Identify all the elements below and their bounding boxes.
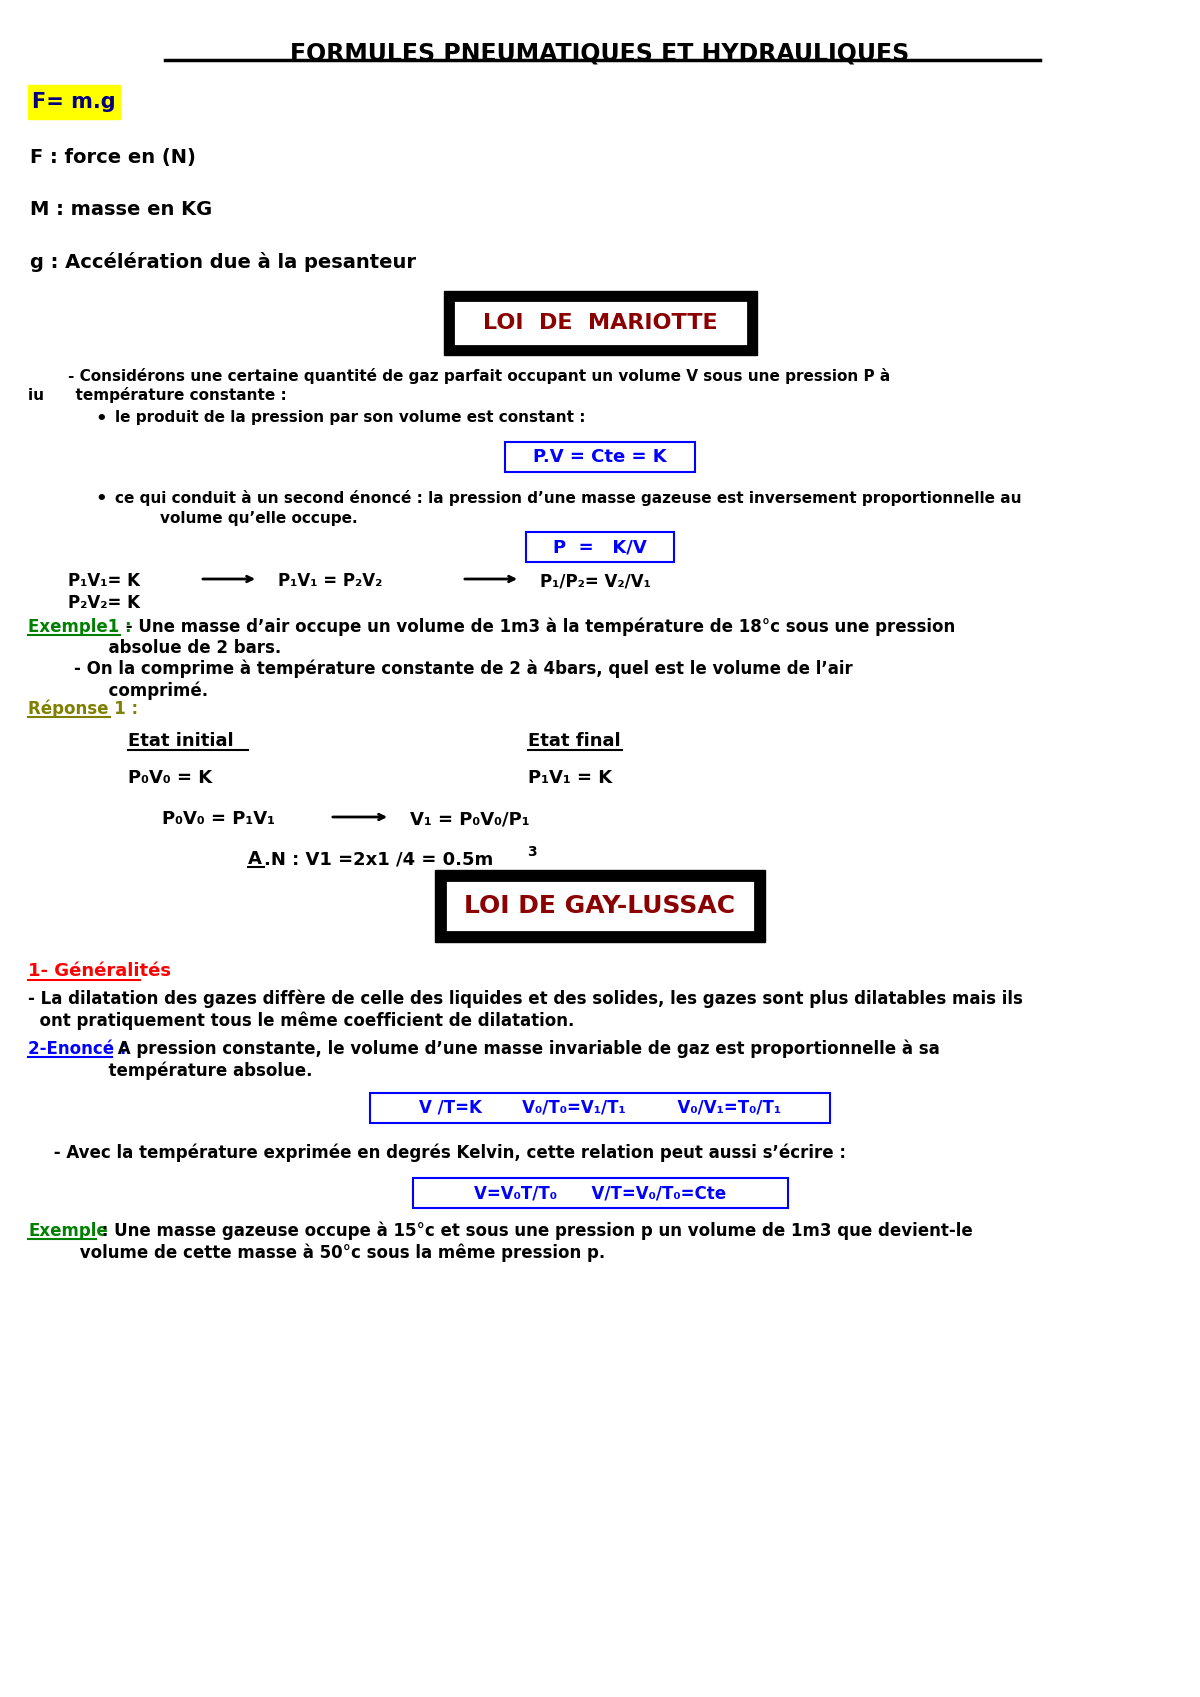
Bar [505,441,695,472]
Text: g : Accélération due à la pesanteur: g : Accélération due à la pesanteur [30,251,416,272]
Text: LOI  DE  MARIOTTE: LOI DE MARIOTTE [482,312,718,333]
Text: M : masse en KG: M : masse en KG [30,200,212,219]
Text: ont pratiquement tous le même coefficient de dilatation.: ont pratiquement tous le même coefficien… [28,1011,575,1030]
Text: LOI DE GAY-LUSSAC: LOI DE GAY-LUSSAC [464,894,736,918]
Text: F : force en (N): F : force en (N) [30,148,196,166]
Text: V₁ = P₀V₀/P₁: V₁ = P₀V₀/P₁ [410,809,529,828]
Text: le produit de la pression par son volume est constant :: le produit de la pression par son volume… [115,411,586,424]
Text: volume qu’elle occupe.: volume qu’elle occupe. [160,511,358,526]
Text: V=V₀T/T₀      V/T=V₀/T₀=Cte: V=V₀T/T₀ V/T=V₀/T₀=Cte [474,1185,726,1201]
Text: Réponse 1 :: Réponse 1 : [28,699,138,718]
Text: - La dilatation des gazes diffère de celle des liquides et des solides, les gaze: - La dilatation des gazes diffère de cel… [28,989,1022,1008]
Text: A: A [248,850,262,867]
Text: : Une masse gazeuse occupe à 15°c et sous une pression p un volume de 1m3 que de: : Une masse gazeuse occupe à 15°c et sou… [96,1222,973,1241]
Text: ce qui conduit à un second énoncé : la pression d’une masse gazeuse est inversem: ce qui conduit à un second énoncé : la p… [115,490,1021,506]
Text: P.V = Cte = K: P.V = Cte = K [533,448,667,467]
Text: iu      température constante :: iu température constante : [28,387,287,402]
Text: - Une masse d’air occupe un volume de 1m3 à la température de 18°c sous une pres: - Une masse d’air occupe un volume de 1m… [120,618,955,636]
Text: 1- Généralités: 1- Généralités [28,962,172,979]
Text: .N : V1 =2x1 /4 = 0.5m: .N : V1 =2x1 /4 = 0.5m [264,850,493,867]
Text: FORMULES PNEUMATIQUES ET HYDRAULIQUES: FORMULES PNEUMATIQUES ET HYDRAULIQUES [290,42,910,66]
Text: P  =   K/V: P = K/V [553,538,647,557]
Text: P₁V₁= K: P₁V₁= K [68,572,140,591]
Text: P₁V₁ = K: P₁V₁ = K [528,769,612,787]
Text: Exemple1 :: Exemple1 : [28,618,132,636]
Text: - Avec la température exprimée en degrés Kelvin, cette relation peut aussi s’écr: - Avec la température exprimée en degrés… [48,1144,846,1161]
Bar [28,85,120,119]
Bar [445,881,755,932]
Bar [436,871,766,942]
Bar [526,531,674,562]
Text: •: • [95,411,107,428]
Text: 2-Enoncé :: 2-Enoncé : [28,1040,126,1057]
Text: volume de cette masse à 50°c sous la même pression p.: volume de cette masse à 50°c sous la mêm… [28,1242,605,1261]
Text: Etat final: Etat final [528,731,620,750]
Text: Etat initial: Etat initial [128,731,234,750]
Text: 3: 3 [527,845,536,859]
Text: - On la comprime à température constante de 2 à 4bars, quel est le volume de l’a: - On la comprime à température constante… [28,660,853,679]
Text: - Considérons une certaine quantité de gaz parfait occupant un volume V sous une: - Considérons une certaine quantité de g… [68,368,890,384]
Bar [452,300,748,346]
Text: P₀V₀ = P₁V₁: P₀V₀ = P₁V₁ [162,809,275,828]
Text: P₀V₀ = K: P₀V₀ = K [128,769,212,787]
Text: absolue de 2 bars.: absolue de 2 bars. [28,640,281,657]
Text: •: • [95,490,107,507]
Text: V /T=K       V₀/T₀=V₁/T₁         V₀/V₁=T₀/T₁: V /T=K V₀/T₀=V₁/T₁ V₀/V₁=T₀/T₁ [419,1100,781,1117]
Text: A pression constante, le volume d’une masse invariable de gaz est proportionnell: A pression constante, le volume d’une ma… [112,1040,940,1059]
Text: P₁V₁ = P₂V₂: P₁V₁ = P₂V₂ [278,572,383,591]
Bar [370,1093,830,1123]
Bar [444,290,756,355]
Bar [413,1178,787,1208]
Text: P₂V₂= K: P₂V₂= K [68,594,140,613]
Text: comprimé.: comprimé. [28,680,208,699]
Text: Exemple: Exemple [28,1222,108,1241]
Text: F= m.g: F= m.g [32,92,116,112]
Text: P₁/P₂= V₂/V₁: P₁/P₂= V₂/V₁ [540,572,650,591]
Text: température absolue.: température absolue. [28,1061,312,1079]
